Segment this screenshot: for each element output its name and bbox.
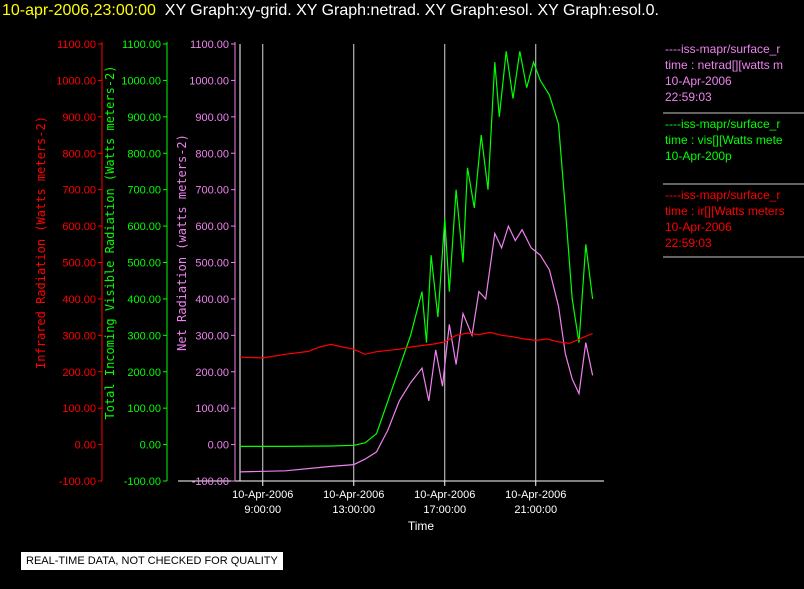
y-tick-label: 500.00 — [127, 258, 161, 270]
y-tick-label: 200.00 — [195, 367, 229, 379]
y-tick-label: 100.00 — [127, 403, 161, 415]
legend-line: ----iss-mapr/surface_r — [665, 188, 781, 202]
x-tick-time: 9:00:00 — [244, 504, 281, 516]
legend-line: 10-Apr-200p — [665, 149, 732, 163]
y-tick-label: 1000.00 — [56, 75, 96, 87]
legend-line: ----iss-mapr/surface_r — [665, 117, 781, 131]
y-tick-label: 900.00 — [127, 112, 161, 124]
series-line-net — [239, 224, 594, 473]
x-tick-date: 10-Apr-2006 — [232, 489, 293, 501]
x-tick-time: 13:00:00 — [332, 504, 375, 516]
y-tick-label: -100.00 — [59, 476, 96, 488]
y-tick-label: 600.00 — [195, 221, 229, 233]
y-tick-label: 200.00 — [62, 367, 96, 379]
quality-notice: REAL-TIME DATA, NOT CHECKED FOR QUALITY — [20, 551, 284, 571]
legend-line: 10-Apr-2006 — [665, 74, 732, 88]
y-tick-label: -100.00 — [192, 476, 229, 488]
y-tick-label: 0.00 — [140, 440, 161, 452]
y-tick-label: 700.00 — [127, 185, 161, 197]
legend-line: time : vis[][Watts mete — [665, 133, 783, 147]
y-tick-label: 600.00 — [127, 221, 161, 233]
y-tick-label: 900.00 — [62, 112, 96, 124]
y-tick-label: 900.00 — [195, 112, 229, 124]
y-tick-label: 0.00 — [208, 440, 229, 452]
title-graphs: XY Graph:xy-grid. XY Graph:netrad. XY Gr… — [164, 2, 659, 19]
y-tick-label: 400.00 — [127, 294, 161, 306]
y-tick-label: 700.00 — [195, 185, 229, 197]
y-tick-label: 600.00 — [62, 221, 96, 233]
y-tick-label: 100.00 — [62, 403, 96, 415]
series-line-ir — [239, 331, 593, 359]
y-tick-label: 400.00 — [62, 294, 96, 306]
y-tick-label: 700.00 — [62, 185, 96, 197]
y-tick-label: 1100.00 — [122, 39, 161, 51]
title-date: 10-apr-2006,23:00:00 — [2, 2, 156, 19]
legend-line: 10-Apr-2006 — [665, 220, 732, 234]
x-tick-date: 10-Apr-2006 — [323, 489, 384, 501]
y-tick-label: 800.00 — [195, 148, 229, 160]
y-tick-label: 1000.00 — [121, 75, 161, 87]
y-tick-label: -100.00 — [124, 476, 161, 488]
y-tick-label: 500.00 — [195, 258, 229, 270]
legend-line: time : netrad[][watts m — [665, 58, 784, 72]
y-tick-label: 200.00 — [127, 367, 161, 379]
x-tick-time: 17:00:00 — [423, 504, 466, 516]
y-tick-label: 300.00 — [195, 330, 229, 342]
y-tick-label: 1100.00 — [190, 39, 229, 51]
y-tick-label: 800.00 — [62, 148, 96, 160]
y-tick-label: 1000.00 — [189, 75, 229, 87]
y-tick-label: 300.00 — [62, 330, 96, 342]
y-axis-title: Infrared Radiation (Watts meters-2) — [34, 116, 48, 369]
x-tick-time: 21:00:00 — [514, 504, 557, 516]
y-tick-label: 0.00 — [75, 440, 96, 452]
y-tick-label: 100.00 — [195, 403, 229, 415]
x-axis-title: Time — [408, 519, 435, 533]
y-axis-title: Total Incoming Visible Radiation (Watts … — [103, 65, 117, 419]
y-tick-label: 500.00 — [62, 258, 96, 270]
y-axis-title: Net Radiation (watts meters-2) — [175, 134, 189, 351]
x-tick-date: 10-Apr-2006 — [505, 489, 566, 501]
page-title: 10-apr-2006,23:00:00 XY Graph:xy-grid. X… — [2, 2, 659, 20]
y-tick-label: 800.00 — [127, 148, 161, 160]
legend-line: time : ir[][Watts meters — [665, 204, 785, 218]
series-line-vis — [240, 51, 594, 447]
legend-line: ----iss-mapr/surface_r — [665, 42, 781, 56]
legend-line: 22:59:03 — [665, 90, 712, 104]
y-tick-label: 300.00 — [127, 330, 161, 342]
legend-line: 22:59:03 — [665, 236, 712, 250]
y-tick-label: 1100.00 — [57, 39, 96, 51]
x-tick-date: 10-Apr-2006 — [414, 489, 475, 501]
y-tick-label: 400.00 — [195, 294, 229, 306]
